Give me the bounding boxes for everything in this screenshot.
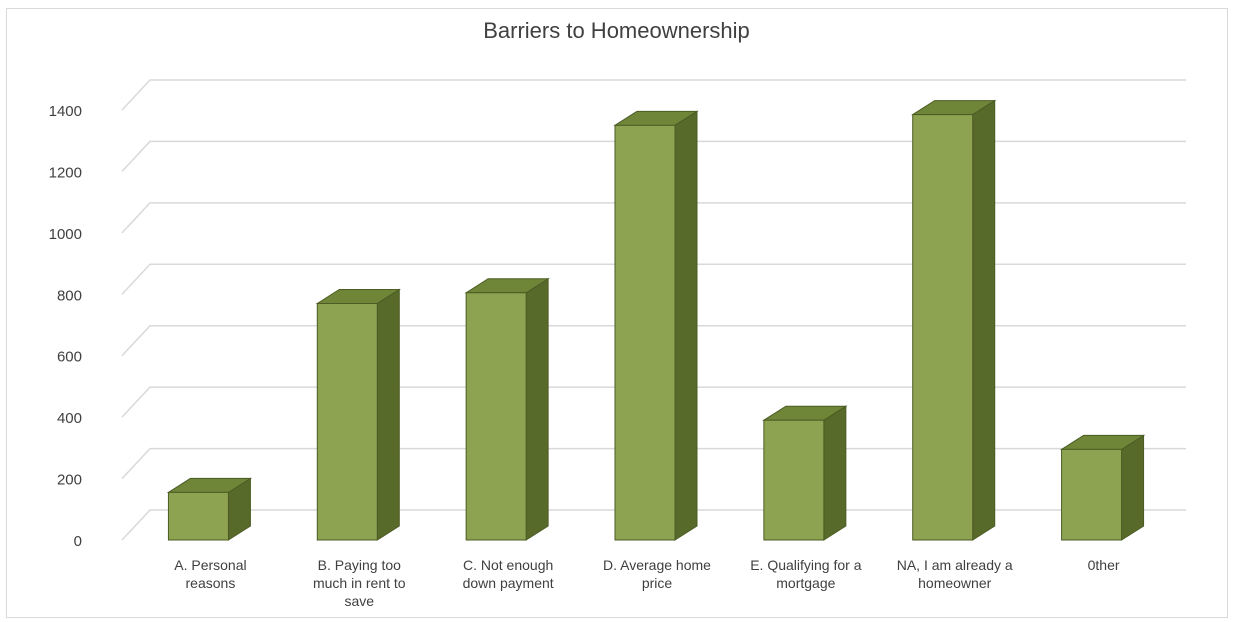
bar: [1059, 434, 1146, 541]
gridline: [121, 140, 1186, 172]
y-tick-label: 400: [57, 410, 82, 427]
bar-front: [167, 491, 229, 541]
x-category-line: price: [642, 575, 673, 591]
x-category-line: 0ther: [1088, 557, 1120, 573]
bar-side: [525, 277, 549, 541]
x-category-line: reasons: [186, 575, 236, 591]
gridline: [121, 386, 1186, 418]
bar: [464, 277, 550, 541]
bar-front: [912, 114, 974, 541]
bar-side: [972, 99, 996, 541]
x-category-label: A. Personal reasons: [174, 557, 246, 591]
x-category-line: E. Qualifying for a: [750, 557, 861, 573]
bar: [762, 405, 848, 541]
bar-side: [823, 405, 847, 541]
x-category-line: homeowner: [918, 575, 991, 591]
x-category-line: down payment: [463, 575, 554, 591]
bar: [613, 110, 699, 541]
x-category-line: A. Personal: [174, 557, 246, 573]
y-axis-ticks: 0 200 400 600 800 1000 1200 1400: [49, 103, 82, 550]
x-axis-categories: A. Personal reasons B. Paying too much in r…: [174, 557, 1120, 609]
bar-front: [465, 292, 527, 541]
x-category-line: D. Average home: [603, 557, 711, 573]
x-category-line: C. Not enough: [463, 557, 553, 573]
bar-side: [1121, 434, 1145, 541]
gridline: [121, 202, 1186, 234]
bar-front: [763, 419, 825, 541]
x-category-label: B. Paying too much in rent to save: [313, 557, 406, 609]
bar-front: [316, 303, 378, 541]
x-category-line: B. Paying too: [318, 557, 401, 573]
gridline: [121, 263, 1186, 295]
x-category-line: mortgage: [776, 575, 835, 591]
y-tick-label: 1000: [49, 226, 82, 243]
x-category-label: NA, I am already a homeowner: [897, 557, 1013, 591]
y-tick-label: 600: [57, 349, 82, 366]
bar: [910, 99, 997, 541]
x-category-line: much in rent to: [313, 575, 406, 591]
gridline: [121, 79, 1186, 111]
x-category-line: save: [344, 593, 374, 609]
bars: [166, 99, 1146, 541]
y-tick-label: 1400: [49, 103, 82, 120]
bar-front: [1061, 448, 1123, 541]
x-category-label: C. Not enough down payment: [463, 557, 554, 591]
y-tick-label: 800: [57, 287, 82, 304]
x-category-label: 0ther: [1088, 557, 1120, 573]
chart-title: Barriers to Homeownership: [483, 18, 750, 43]
bar: [166, 477, 253, 541]
gridline: [121, 324, 1186, 357]
y-tick-label: 1200: [49, 164, 82, 181]
bar-side: [376, 288, 400, 541]
x-category-label: D. Average home price: [603, 557, 711, 591]
y-tick-label: 200: [57, 472, 82, 489]
bar: [315, 288, 402, 541]
bar-side: [674, 110, 698, 541]
y-tick-label: 0: [74, 533, 82, 550]
gridlines: [121, 79, 1186, 541]
x-category-label: E. Qualifying for a mortgage: [750, 557, 861, 591]
bar-front: [614, 124, 676, 541]
x-category-line: NA, I am already a: [897, 557, 1013, 573]
